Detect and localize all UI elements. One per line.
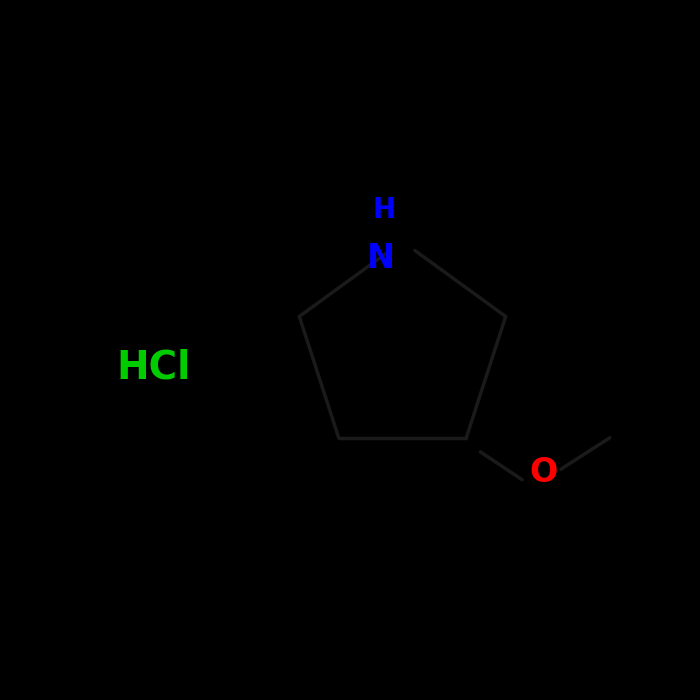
Text: N: N [368,241,395,274]
Text: H: H [372,196,396,224]
Text: O: O [529,456,557,489]
Text: HCl: HCl [117,349,191,386]
